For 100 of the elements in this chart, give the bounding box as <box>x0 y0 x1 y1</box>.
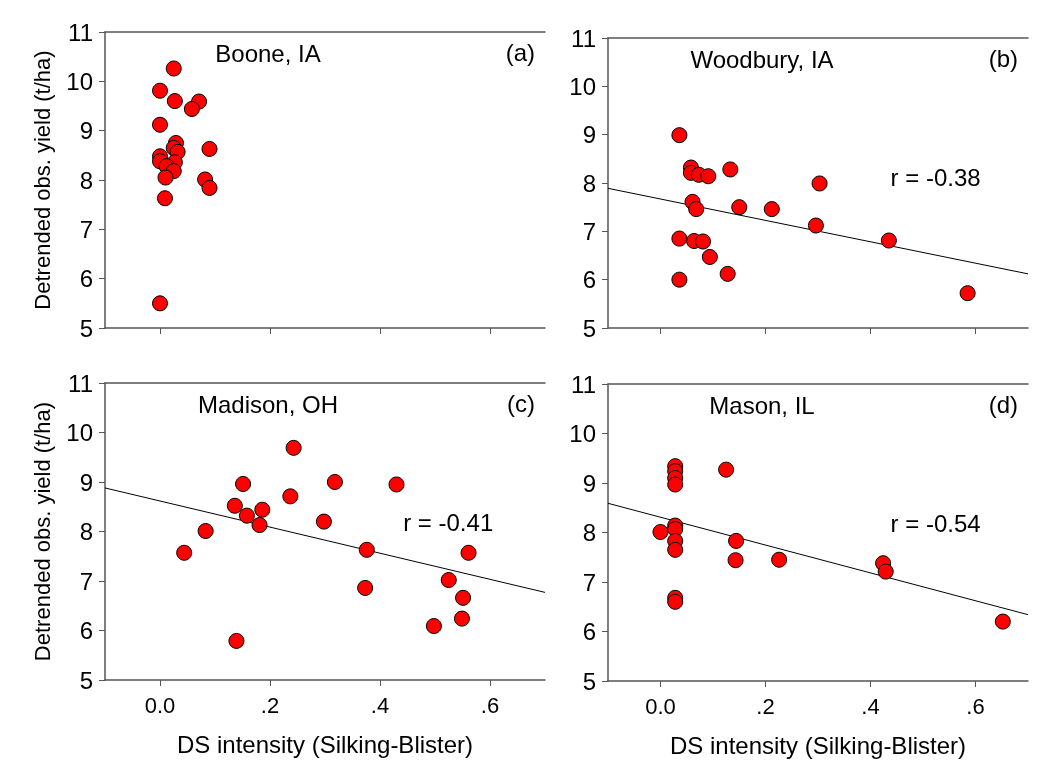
chart-title: Madison, OH <box>197 390 339 418</box>
point <box>326 474 343 490</box>
x-tick-label: .6 <box>966 693 985 719</box>
chart-title: Mason, IL <box>709 391 815 419</box>
y-tick-label: 6 <box>79 265 93 293</box>
x-tick-label: .6 <box>480 692 500 718</box>
y-tick-label: 9 <box>79 468 93 496</box>
point <box>667 541 684 558</box>
point <box>671 271 688 288</box>
point <box>667 476 684 493</box>
point <box>235 475 252 492</box>
chart-title: Woodbury, IA <box>690 45 834 73</box>
y-tick-label: 5 <box>79 666 93 694</box>
point <box>183 100 200 117</box>
point <box>701 248 718 265</box>
point <box>388 476 405 493</box>
point <box>807 217 824 234</box>
point <box>440 572 457 589</box>
point <box>254 501 271 518</box>
point <box>722 161 739 178</box>
y-tick-label: 10 <box>569 420 596 447</box>
y-tick-label: 7 <box>582 568 596 596</box>
point <box>877 563 894 580</box>
y-tick-label: 6 <box>79 617 93 644</box>
point <box>357 579 374 596</box>
point <box>156 190 173 207</box>
chart-title: Boone, IA <box>215 39 321 67</box>
point <box>671 230 688 247</box>
x-axis-title: DS intensity (Silking-Blister) <box>669 731 967 759</box>
point <box>718 461 735 478</box>
y-tick-label: 11 <box>571 370 596 398</box>
point <box>671 127 688 144</box>
point <box>727 552 744 569</box>
point <box>152 295 168 312</box>
point <box>152 116 168 133</box>
y-tick-label: 8 <box>582 519 596 546</box>
point <box>688 201 705 218</box>
annotation: (d) <box>988 390 1018 418</box>
point <box>700 168 717 185</box>
point <box>165 60 182 77</box>
point <box>251 517 268 534</box>
y-tick-label: 8 <box>79 166 93 194</box>
y-tick-label: 11 <box>68 18 93 46</box>
point <box>959 285 976 302</box>
point <box>226 497 243 514</box>
point <box>455 589 472 606</box>
point <box>994 613 1011 630</box>
y-tick-label: 7 <box>79 215 93 243</box>
point <box>315 513 332 530</box>
point <box>176 544 193 561</box>
point <box>425 618 442 635</box>
x-tick-label: 0.0 <box>645 693 676 719</box>
y-tick-label: 5 <box>582 667 596 695</box>
annotation: r = -0.54 <box>890 510 981 538</box>
point <box>652 524 669 540</box>
x-tick-label: 0.0 <box>144 692 176 718</box>
x-axis-title: DS intensity (Silking-Blister) <box>176 730 474 758</box>
annotation: (a) <box>505 38 535 66</box>
point <box>453 610 470 627</box>
point <box>771 551 788 568</box>
y-tick-label: 5 <box>582 314 596 342</box>
y-tick-label: 9 <box>582 121 596 149</box>
point <box>157 169 174 186</box>
point <box>728 532 745 549</box>
y-tick-label: 6 <box>582 618 596 645</box>
y-tick-label: 11 <box>571 24 596 52</box>
y-tick-label: 10 <box>569 72 596 100</box>
x-tick-label: .2 <box>260 692 280 718</box>
annotation: (b) <box>988 44 1018 72</box>
y-tick-label: 7 <box>582 217 596 245</box>
point <box>811 175 828 192</box>
annotation: r = -0.41 <box>403 509 494 537</box>
point <box>719 265 736 282</box>
y-tick-label: 8 <box>582 169 596 197</box>
point <box>152 82 168 99</box>
point <box>695 233 712 250</box>
y-tick-label: 8 <box>79 518 93 545</box>
y-tick-label: 9 <box>79 117 93 145</box>
annotation: (c) <box>507 389 535 417</box>
y-axis-title: Detrended obs. yield (t/ha) <box>29 401 55 662</box>
point <box>731 199 748 216</box>
point <box>667 593 684 610</box>
y-tick-label: 6 <box>582 266 596 294</box>
point <box>285 439 302 456</box>
point <box>166 93 183 110</box>
point <box>763 201 780 218</box>
x-tick-label: .2 <box>756 693 775 719</box>
y-tick-label: 9 <box>582 469 596 497</box>
point <box>201 140 218 157</box>
y-tick-label: 7 <box>79 567 93 595</box>
point <box>201 179 218 196</box>
y-tick-label: 10 <box>66 67 93 95</box>
point <box>228 632 245 649</box>
annotation: r = -0.38 <box>890 163 981 191</box>
y-axis-title: Detrended obs. yield (t/ha) <box>29 50 55 310</box>
y-tick-label: 5 <box>79 314 93 342</box>
y-tick-label: 11 <box>68 369 93 397</box>
point <box>880 232 897 249</box>
x-tick-label: .4 <box>861 693 880 719</box>
point <box>238 507 255 524</box>
